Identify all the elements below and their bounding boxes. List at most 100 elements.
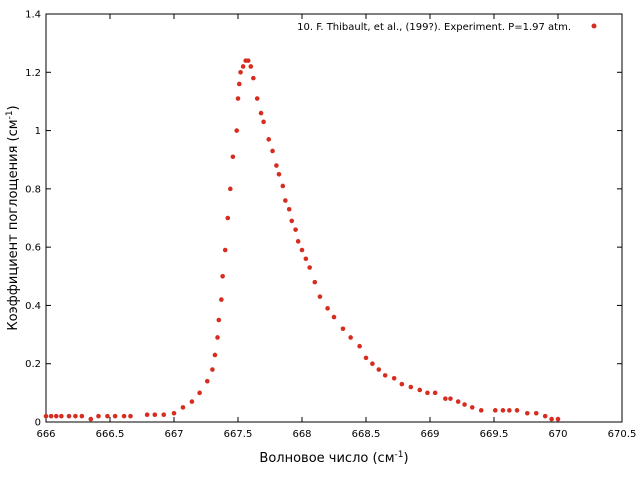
x-tick-label: 668.5 — [352, 429, 381, 440]
data-point — [507, 408, 512, 413]
data-point — [248, 64, 254, 69]
data-point — [254, 96, 260, 101]
x-axis-label: Волновое число (см-1) — [259, 450, 408, 466]
data-point — [88, 416, 94, 422]
data-point — [96, 413, 101, 419]
axis-ticks: 666 666.5 667 667.5 668 668.5 669 669.5 670 670.5… — [25, 10, 636, 441]
x-tick-label: 669.5 — [480, 429, 509, 440]
y-tick-label: 0 — [35, 418, 41, 429]
data-point — [340, 326, 346, 332]
data-point — [53, 413, 59, 419]
plot-frame — [45, 13, 623, 423]
data-point — [524, 410, 530, 416]
x-tick-label: 667.5 — [224, 429, 253, 440]
data-point — [112, 413, 118, 419]
data-point — [295, 239, 301, 244]
x-tick-label: 670 — [548, 429, 567, 440]
x-tick-label: 668 — [292, 429, 311, 440]
data-point — [317, 294, 323, 299]
y-tick-label: 1 — [35, 126, 41, 137]
y-tick-label: 0.2 — [25, 359, 41, 370]
y-tick-label: 0.6 — [25, 243, 41, 254]
data-point — [66, 413, 72, 419]
data-point — [455, 399, 461, 404]
data-point — [105, 413, 110, 419]
data-point — [245, 58, 251, 63]
data-point — [462, 402, 467, 407]
data-point — [448, 396, 453, 401]
data-point — [408, 384, 414, 390]
data-point — [220, 273, 225, 279]
data-point — [370, 361, 375, 367]
data-point — [189, 399, 195, 404]
data-point — [215, 335, 220, 340]
data-point — [204, 378, 210, 384]
data-point — [236, 81, 242, 87]
data-point — [289, 218, 295, 224]
data-point — [293, 227, 298, 232]
data-point — [79, 413, 85, 419]
legend-marker — [591, 23, 597, 29]
data-point — [555, 416, 561, 422]
x-tick-label: 670.5 — [608, 429, 637, 440]
data-point — [376, 367, 382, 372]
data-point — [48, 413, 54, 419]
data-point — [270, 148, 275, 154]
data-point — [399, 381, 405, 387]
data-point — [197, 390, 202, 396]
data-point — [500, 408, 506, 413]
data-point — [222, 247, 228, 253]
data-point — [286, 206, 292, 212]
data-point — [425, 390, 430, 396]
data-point — [331, 314, 337, 320]
data-point — [240, 64, 246, 69]
data-point — [266, 137, 272, 142]
data-point — [225, 215, 231, 221]
legend-entry-label: 10. F. Thibault, et al., (199?). Experim… — [297, 22, 571, 33]
data-point — [391, 375, 397, 381]
data-point — [280, 183, 286, 189]
data-point — [43, 413, 49, 419]
data-point — [261, 119, 266, 125]
data-point — [307, 265, 312, 270]
data-point — [417, 387, 423, 393]
data-point — [235, 96, 241, 101]
data-point — [121, 413, 127, 419]
data-point — [210, 367, 215, 372]
y-tick-label: 0.4 — [25, 301, 41, 312]
data-point — [299, 247, 305, 253]
data-point — [152, 412, 158, 418]
y-tick-label: 1.4 — [25, 10, 41, 21]
data-point — [216, 317, 222, 323]
x-tick-label: 667 — [164, 429, 183, 440]
data-point — [274, 163, 279, 168]
x-tick-label: 669 — [420, 429, 439, 440]
data-point — [533, 410, 539, 416]
data-point — [171, 410, 177, 416]
data-point — [73, 413, 78, 419]
data-point — [325, 306, 330, 311]
data-point — [180, 405, 186, 410]
data-point — [230, 154, 236, 160]
y-tick-label: 1.2 — [25, 68, 41, 79]
data-point — [469, 405, 475, 410]
data-point — [542, 413, 548, 419]
y-tick-label: 0.8 — [25, 184, 41, 195]
data-point — [303, 256, 309, 262]
y-axis-label: Коэффициент поглощения (см-1) — [5, 105, 21, 330]
data-point — [212, 352, 218, 358]
data-point — [382, 373, 388, 378]
data-point — [283, 198, 288, 203]
x-tick-label: 666 — [36, 429, 55, 440]
x-tick-label: 666.5 — [96, 429, 125, 440]
data-point — [443, 396, 448, 401]
data-point — [492, 408, 498, 413]
data-point — [549, 416, 554, 422]
data-point — [357, 343, 362, 349]
data-point — [128, 413, 133, 419]
data-points — [43, 58, 561, 422]
legend: 10. F. Thibault, et al., (199?). Experim… — [297, 22, 597, 33]
data-point — [363, 355, 369, 361]
data-point — [234, 128, 240, 133]
